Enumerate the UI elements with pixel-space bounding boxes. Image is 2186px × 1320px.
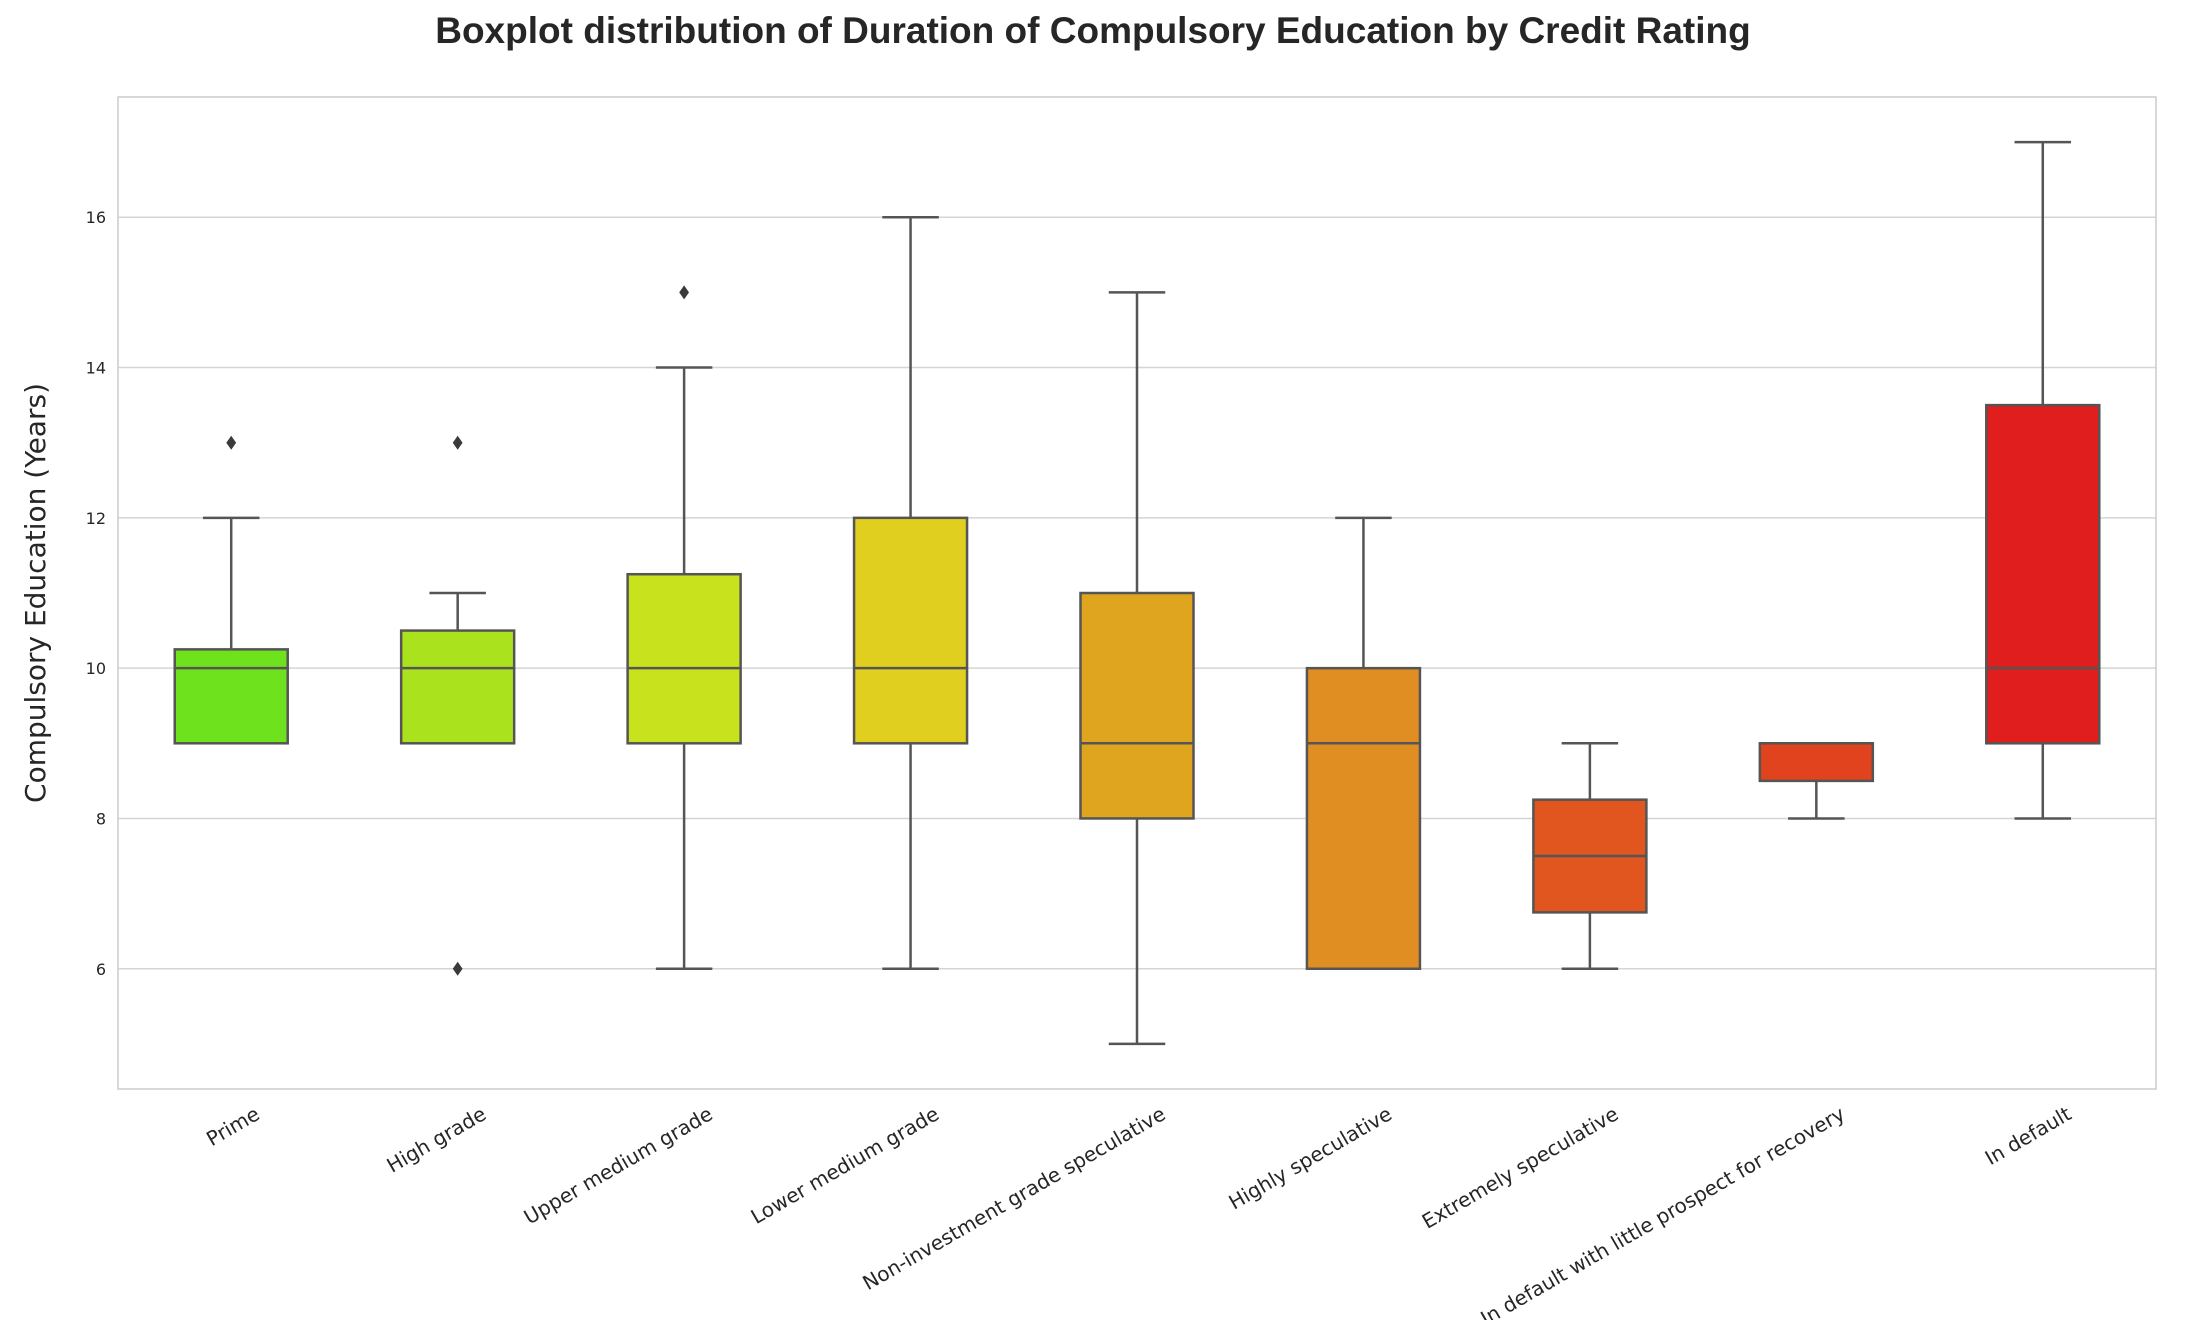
box (1758, 742, 1875, 783)
box-group (1305, 516, 1422, 971)
boxes (173, 140, 2101, 1046)
box (173, 648, 289, 745)
y-tick-label: 10 (86, 659, 106, 678)
box (1305, 666, 1422, 971)
x-tick-labels: Prime High grade Upper medium grade Lower m… (202, 1101, 2075, 1320)
y-tick-label: 16 (86, 208, 106, 227)
box (1985, 403, 2101, 745)
y-tick-label: 6 (96, 960, 106, 979)
x-tick-label: Extremely speculative (1418, 1102, 1623, 1234)
outlier-point (452, 435, 463, 450)
box-group (1079, 291, 1195, 1046)
y-tick-label: 14 (86, 359, 106, 378)
box (852, 516, 969, 745)
x-tick-label: Highly speculative (1224, 1102, 1395, 1215)
outlier-point (679, 285, 690, 300)
box-group (1758, 742, 1875, 820)
plot-area-frame (117, 96, 2157, 1090)
box-group (1532, 742, 1648, 971)
x-tick-label: High grade (382, 1102, 490, 1178)
y-tick-label: 12 (86, 509, 106, 528)
box-group (626, 285, 742, 971)
box (626, 572, 742, 745)
x-tick-label: In default with little prospect for reco… (1476, 1101, 1849, 1320)
x-tick-label: In default (1981, 1101, 2076, 1170)
box-group (1985, 140, 2101, 820)
chart-title: Boxplot distribution of Duration of Comp… (435, 10, 1751, 51)
outlier-point (452, 961, 463, 976)
y-tick-labels: 6 8 10 12 14 16 (86, 208, 106, 979)
y-tick-label: 8 (96, 809, 106, 828)
x-tick-label: Upper medium grade (520, 1102, 717, 1230)
box (399, 629, 516, 745)
x-tick-label: Lower medium grade (747, 1102, 943, 1229)
box-group (399, 435, 516, 976)
box (1079, 591, 1195, 820)
box-group (852, 215, 969, 971)
y-axis-label: Compulsory Education (Years) (19, 383, 52, 803)
box-group (173, 435, 289, 745)
x-tick-label: Prime (202, 1102, 264, 1151)
outlier-point (226, 435, 237, 450)
